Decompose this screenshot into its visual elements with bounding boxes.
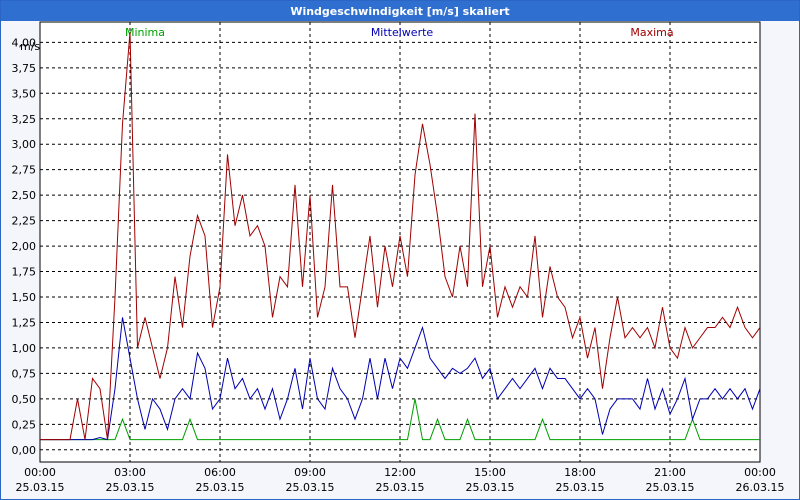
y-tick-label: 2,00: [12, 240, 37, 253]
y-tick-label: 4,00: [12, 36, 37, 49]
title-bar: [1, 1, 799, 21]
x-tick-label: 06:00 25.03.15: [196, 466, 245, 494]
y-tick-label: 2,50: [12, 189, 37, 202]
y-tick-label: 1,75: [12, 266, 37, 279]
x-tick-label: 03:00 25.03.15: [106, 466, 155, 494]
y-tick-label: 0,00: [12, 444, 37, 457]
x-tick-label: 15:00 25.03.15: [466, 466, 515, 494]
y-tick-label: 3,50: [12, 87, 37, 100]
x-tick-label: 09:00 25.03.15: [286, 466, 335, 494]
x-tick-label: 21:00 25.03.15: [646, 466, 695, 494]
y-tick-label: 2,25: [12, 215, 37, 228]
x-tick-label: 00:00 25.03.15: [16, 466, 65, 494]
y-tick-label: 3,25: [12, 113, 37, 126]
x-tick-label: 00:00 26.03.15: [736, 466, 785, 494]
legend-label: Minima: [125, 26, 165, 39]
y-tick-label: 0,50: [12, 393, 37, 406]
y-tick-label: 0,75: [12, 367, 37, 380]
chart-title: Windgeschwindigkeit [m/s] skaliert: [290, 5, 509, 18]
legend-label: Maxima: [630, 26, 673, 39]
y-tick-label: 2,75: [12, 164, 37, 177]
y-axis-label: m/s: [20, 40, 40, 53]
y-tick-label: 1,25: [12, 316, 37, 329]
y-tick-label: 3,75: [12, 62, 37, 75]
series-line: [40, 398, 760, 441]
x-tick-label: 12:00 25.03.15: [376, 466, 425, 494]
series-line: [40, 317, 761, 441]
series-line: [40, 32, 761, 441]
y-tick-label: 1,50: [12, 291, 37, 304]
y-tick-label: 3,00: [12, 138, 37, 151]
y-tick-label: 0,25: [12, 418, 37, 431]
legend-label: Mittelwerte: [371, 26, 434, 39]
x-tick-label: 18:00 25.03.15: [556, 466, 605, 494]
y-tick-label: 1,00: [12, 342, 37, 355]
